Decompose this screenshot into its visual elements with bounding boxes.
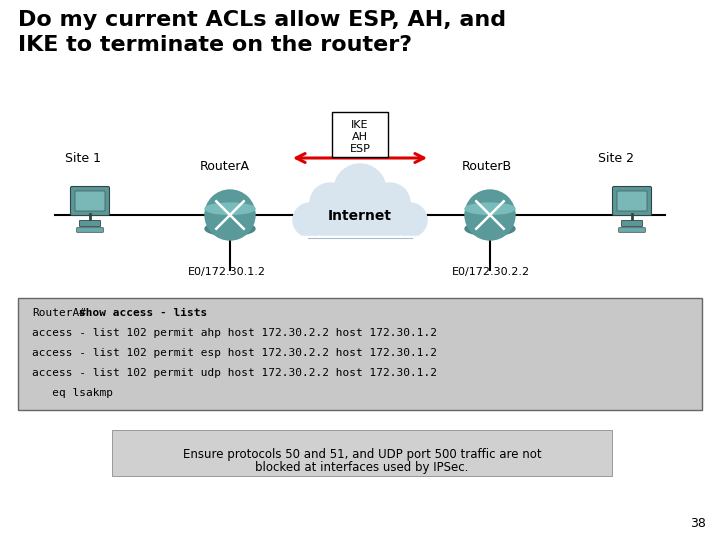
Text: 38: 38 — [690, 517, 706, 530]
FancyBboxPatch shape — [71, 186, 109, 215]
Text: Ensure protocols 50 and 51, and UDP port 500 traffic are not: Ensure protocols 50 and 51, and UDP port… — [183, 448, 541, 461]
Text: AH: AH — [352, 132, 368, 142]
FancyBboxPatch shape — [621, 220, 642, 226]
FancyBboxPatch shape — [613, 186, 652, 215]
Text: Do my current ACLs allow ESP, AH, and
IKE to terminate on the router?: Do my current ACLs allow ESP, AH, and IK… — [18, 10, 506, 55]
Text: Site 2: Site 2 — [598, 152, 634, 165]
Text: IKE: IKE — [351, 120, 369, 130]
Circle shape — [362, 206, 402, 246]
Text: access - list 102 permit esp host 172.30.2.2 host 172.30.1.2: access - list 102 permit esp host 172.30… — [32, 348, 437, 358]
Ellipse shape — [205, 222, 255, 235]
Text: blocked at interfaces used by IPSec.: blocked at interfaces used by IPSec. — [256, 461, 469, 474]
Ellipse shape — [205, 203, 255, 214]
Text: eq lsakmp: eq lsakmp — [32, 388, 113, 398]
Text: Site 1: Site 1 — [65, 152, 101, 165]
Bar — [300, 236, 420, 256]
FancyBboxPatch shape — [18, 298, 702, 410]
FancyBboxPatch shape — [617, 191, 647, 211]
Circle shape — [338, 208, 382, 252]
Circle shape — [465, 190, 515, 240]
Text: ESP: ESP — [350, 144, 370, 154]
Text: E0/172.30.2.2: E0/172.30.2.2 — [452, 267, 530, 277]
Circle shape — [370, 183, 410, 223]
Ellipse shape — [465, 203, 515, 214]
Circle shape — [310, 183, 350, 223]
Text: show access - lists: show access - lists — [78, 308, 207, 318]
Circle shape — [293, 203, 327, 237]
Circle shape — [318, 206, 358, 246]
Text: Internet: Internet — [328, 209, 392, 223]
FancyBboxPatch shape — [618, 228, 645, 232]
Ellipse shape — [465, 222, 515, 235]
Text: access - list 102 permit udp host 172.30.2.2 host 172.30.1.2: access - list 102 permit udp host 172.30… — [32, 368, 437, 378]
Circle shape — [334, 164, 386, 216]
FancyBboxPatch shape — [79, 220, 101, 226]
Text: RouterA: RouterA — [200, 160, 250, 173]
FancyBboxPatch shape — [75, 191, 105, 211]
Text: E0/172.30.1.2: E0/172.30.1.2 — [188, 267, 266, 277]
Text: RouterA#: RouterA# — [32, 308, 86, 318]
Text: access - list 102 permit ahp host 172.30.2.2 host 172.30.1.2: access - list 102 permit ahp host 172.30… — [32, 328, 437, 338]
FancyBboxPatch shape — [112, 430, 612, 476]
Circle shape — [393, 203, 427, 237]
Text: RouterB: RouterB — [462, 160, 512, 173]
FancyBboxPatch shape — [77, 228, 103, 232]
FancyBboxPatch shape — [332, 112, 388, 157]
Circle shape — [205, 190, 255, 240]
